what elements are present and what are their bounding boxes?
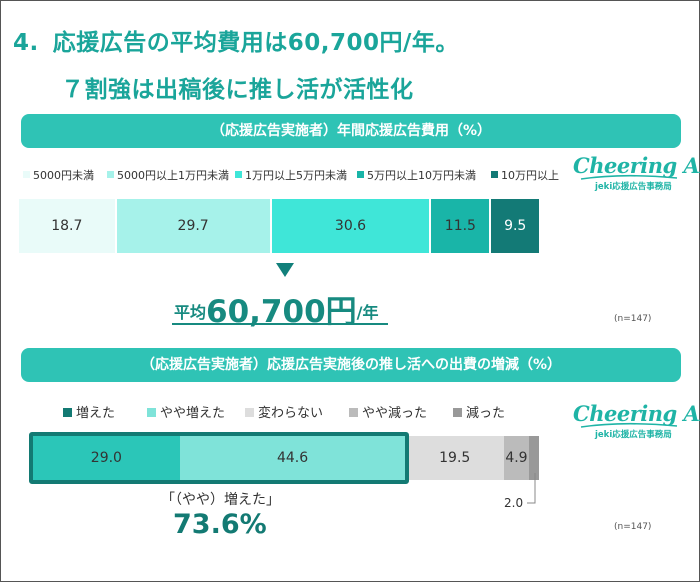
legend-swatch-0-3 [357, 171, 364, 178]
bar-segment-1-0: 29.0 [33, 436, 180, 480]
legend-item-0-4: 10万円以上 [491, 167, 559, 183]
chart2-title-band: （応援広告実施者）応援広告実施後の推し活への出費の増減（%） [21, 348, 681, 382]
legend-item-1-4: 減った [453, 402, 505, 421]
chart2-label-decreased: 2.0 [504, 496, 524, 510]
bar-segment-0-2: 30.6 [271, 199, 430, 253]
bar-label-1-0: 29.0 [90, 450, 122, 466]
bar-segment-0-4: 9.5 [491, 199, 539, 253]
legend-label-0-0: 5000円未満 [33, 169, 94, 182]
bar-segment-0-0: 18.7 [19, 199, 115, 253]
legend-swatch-0-1 [107, 171, 114, 178]
legend-swatch-1-0 [63, 408, 72, 417]
legend-label-0-2: 1万円以上5万円未満 [245, 169, 347, 182]
bar-label-0-1: 29.7 [177, 218, 209, 234]
legend-swatch-0-0 [23, 171, 30, 178]
bar-segment-1-1: 44.6 [179, 436, 406, 480]
legend-label-0-4: 10万円以上 [501, 169, 559, 182]
legend-item-1-1: やや増えた [147, 402, 225, 421]
legend-label-1-2: 変わらない [258, 406, 324, 421]
legend-label-1-0: 増えた [76, 406, 116, 421]
bar-segment-0-1: 29.7 [116, 199, 270, 253]
legend-label-1-1: やや増えた [160, 406, 226, 421]
legend-item-1-3: やや減った [349, 402, 427, 421]
legend-swatch-0-2 [235, 171, 242, 178]
legend-swatch-0-4 [491, 171, 498, 178]
logo-subtitle: jeki応援広告事務局 [595, 182, 672, 192]
headline-line-2: ７割強は出稿後に推し活が活性化 [61, 77, 414, 103]
headline-text-1: 応援広告の平均費用は60,700円/年。 [52, 30, 459, 56]
bar-segment-0-3: 11.5 [431, 199, 490, 253]
average-underline [172, 323, 388, 325]
down-arrow-icon [276, 263, 294, 277]
average-label: 平均 [174, 303, 207, 322]
increase-highlight-box [29, 432, 409, 484]
cheering-ad-logo-2: Cheering AD jeki応援広告事務局 [573, 401, 700, 443]
cheering-ad-logo: Cheering AD jeki応援広告事務局 [573, 153, 700, 195]
increase-summary-value: 73.6% [173, 509, 267, 540]
bar-segment-1-3: 4.9 [504, 436, 529, 480]
legend-swatch-1-1 [147, 408, 156, 417]
bar-label-0-2: 30.6 [334, 218, 367, 234]
logo-script: Cheering AD [573, 153, 700, 178]
bar-label-1-3: 4.9 [505, 450, 528, 466]
legend-label-1-3: やや減った [362, 406, 428, 421]
headline-number: 4. [13, 30, 39, 56]
logo-swoosh-icon [580, 174, 678, 180]
legend-item-0-2: 1万円以上5万円未満 [235, 167, 347, 183]
bar-segment-1-2: 19.5 [405, 436, 505, 480]
legend-item-0-1: 5000円以上1万円未満 [107, 167, 229, 183]
legend-item-1-0: 増えた [63, 402, 115, 421]
small-value-leader-line [527, 473, 536, 504]
logo-subtitle-2: jeki応援広告事務局 [595, 430, 672, 440]
bar-label-1-1: 44.6 [276, 450, 309, 466]
legend-swatch-1-4 [453, 408, 462, 417]
headline-line-1: 4. 応援広告の平均費用は60,700円/年。 [13, 23, 459, 57]
logo-swoosh-icon-2 [580, 422, 678, 428]
legend-item-0-0: 5000円未満 [23, 167, 94, 183]
legend-swatch-1-2 [245, 408, 254, 417]
bar-label-1-2: 19.5 [439, 450, 471, 466]
legend-item-1-2: 変わらない [245, 402, 323, 421]
chart1-legend: 5000円未満 5000円以上1万円未満 1万円以上5万円未満 5万円以上10万円未満… [23, 167, 583, 183]
bar-label-0-0: 18.7 [51, 218, 83, 234]
legend-label-0-3: 5万円以上10万円未満 [367, 169, 476, 182]
legend-label-0-1: 5000円以上1万円未満 [117, 169, 229, 182]
legend-swatch-1-3 [349, 408, 358, 417]
chart1-sample-note: (n=147) [614, 314, 652, 324]
bar-label-0-3: 11.5 [444, 218, 476, 234]
bar-label-0-4: 9.5 [504, 218, 527, 234]
chart2-legend: 増えた やや増えた 変わらない やや減った 減った [63, 402, 543, 421]
logo-script-2: Cheering AD [573, 401, 700, 426]
chart1-title-band: （応援広告実施者）年間応援広告費用（%） [21, 114, 681, 148]
bar-segment-1-4 [528, 436, 539, 480]
increase-summary-label: 「（やや）増えた」 [161, 492, 280, 508]
legend-label-1-4: 減った [466, 406, 506, 421]
average-unit: /年 [356, 303, 379, 322]
chart2-sample-note: (n=147) [614, 522, 652, 532]
legend-item-0-3: 5万円以上10万円未満 [357, 167, 476, 183]
